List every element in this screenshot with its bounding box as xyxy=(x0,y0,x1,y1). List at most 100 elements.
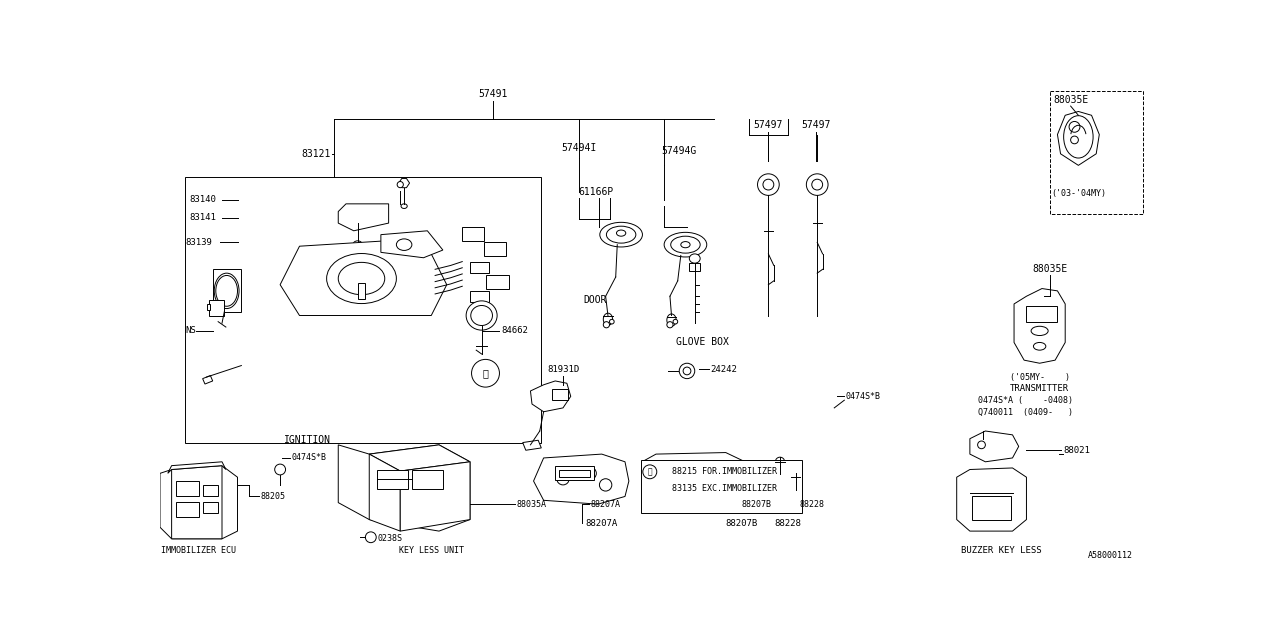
Ellipse shape xyxy=(667,322,673,328)
Polygon shape xyxy=(369,445,470,471)
Bar xyxy=(1050,91,1143,214)
Text: 0474S*B: 0474S*B xyxy=(846,392,881,401)
Text: 83121: 83121 xyxy=(301,148,330,159)
Polygon shape xyxy=(168,462,225,474)
Polygon shape xyxy=(530,381,571,412)
Circle shape xyxy=(584,467,596,479)
Ellipse shape xyxy=(600,222,643,247)
Bar xyxy=(556,466,594,479)
Text: 88207B: 88207B xyxy=(741,500,772,509)
Text: 88035E: 88035E xyxy=(1053,95,1088,105)
Text: 88228: 88228 xyxy=(800,500,824,509)
Ellipse shape xyxy=(471,305,493,326)
Ellipse shape xyxy=(326,253,397,303)
Bar xyxy=(470,291,489,303)
Polygon shape xyxy=(202,376,212,384)
Polygon shape xyxy=(172,466,221,539)
Ellipse shape xyxy=(1032,326,1048,335)
Ellipse shape xyxy=(609,319,614,324)
Polygon shape xyxy=(280,239,447,316)
Bar xyxy=(462,227,484,241)
Bar xyxy=(184,177,541,442)
Circle shape xyxy=(719,468,728,478)
Polygon shape xyxy=(381,231,443,258)
Text: 61166P: 61166P xyxy=(579,188,613,197)
Text: 83139: 83139 xyxy=(186,238,212,247)
Polygon shape xyxy=(398,179,410,188)
Ellipse shape xyxy=(603,313,613,326)
Text: A58000112: A58000112 xyxy=(1088,551,1133,560)
Bar xyxy=(559,470,590,477)
Ellipse shape xyxy=(671,236,700,253)
Circle shape xyxy=(275,464,285,475)
Bar xyxy=(485,275,508,289)
Polygon shape xyxy=(690,263,700,271)
Circle shape xyxy=(471,360,499,387)
Bar xyxy=(973,497,1011,520)
Bar xyxy=(175,481,198,497)
Text: 24242: 24242 xyxy=(710,365,737,374)
Text: ('03-'04MY): ('03-'04MY) xyxy=(1051,189,1106,198)
Text: 88228: 88228 xyxy=(774,519,801,528)
Polygon shape xyxy=(338,204,389,231)
Ellipse shape xyxy=(397,239,412,250)
Bar xyxy=(552,388,567,400)
Text: GLOVE BOX: GLOVE BOX xyxy=(676,337,728,348)
Circle shape xyxy=(812,179,823,190)
Text: 0474S*B: 0474S*B xyxy=(292,454,326,463)
Polygon shape xyxy=(401,462,470,531)
Text: TRANSMITTER: TRANSMITTER xyxy=(1010,384,1069,393)
Text: DOOR: DOOR xyxy=(584,295,607,305)
Circle shape xyxy=(680,364,695,379)
Text: ①: ① xyxy=(483,368,489,378)
Polygon shape xyxy=(338,445,470,531)
Polygon shape xyxy=(369,454,401,531)
Circle shape xyxy=(763,179,774,190)
Circle shape xyxy=(365,532,376,543)
Ellipse shape xyxy=(673,319,677,324)
Polygon shape xyxy=(534,454,628,504)
Circle shape xyxy=(643,465,657,479)
Polygon shape xyxy=(1057,111,1100,165)
Text: 88035A: 88035A xyxy=(517,500,547,509)
Ellipse shape xyxy=(607,226,636,243)
Ellipse shape xyxy=(758,174,780,195)
Text: 57494G: 57494G xyxy=(662,146,696,156)
Circle shape xyxy=(1069,122,1080,132)
Polygon shape xyxy=(212,269,242,312)
Text: 81931D: 81931D xyxy=(547,365,579,374)
Bar xyxy=(206,304,210,310)
Ellipse shape xyxy=(617,230,626,236)
Text: 88035E: 88035E xyxy=(1032,264,1068,275)
Text: 88205: 88205 xyxy=(261,492,285,501)
Bar xyxy=(209,300,224,316)
Ellipse shape xyxy=(397,182,403,188)
Ellipse shape xyxy=(806,174,828,195)
Circle shape xyxy=(776,457,785,467)
Ellipse shape xyxy=(353,241,362,248)
Bar xyxy=(484,243,506,256)
Circle shape xyxy=(657,493,664,500)
Polygon shape xyxy=(970,431,1019,462)
Text: KEY LESS UNIT: KEY LESS UNIT xyxy=(399,546,463,555)
Text: NS: NS xyxy=(186,326,196,335)
Circle shape xyxy=(599,479,612,491)
Polygon shape xyxy=(522,440,541,451)
Polygon shape xyxy=(1014,289,1065,364)
Ellipse shape xyxy=(664,232,707,257)
Text: Q740011  (0409-   ): Q740011 (0409- ) xyxy=(978,408,1073,417)
Bar xyxy=(470,262,489,273)
Bar xyxy=(412,470,443,489)
Text: 0238S: 0238S xyxy=(378,534,402,543)
Bar xyxy=(1027,307,1057,322)
Text: 57497: 57497 xyxy=(754,120,783,129)
Text: IGNITION: IGNITION xyxy=(284,435,330,445)
Text: 88021: 88021 xyxy=(1062,445,1089,455)
Text: 57497: 57497 xyxy=(801,120,831,129)
Text: 88207B: 88207B xyxy=(726,519,758,528)
Text: 57494I: 57494I xyxy=(561,143,596,152)
Ellipse shape xyxy=(216,275,238,307)
Text: BUZZER KEY LESS: BUZZER KEY LESS xyxy=(960,546,1041,555)
Ellipse shape xyxy=(667,314,676,326)
Ellipse shape xyxy=(681,241,690,248)
